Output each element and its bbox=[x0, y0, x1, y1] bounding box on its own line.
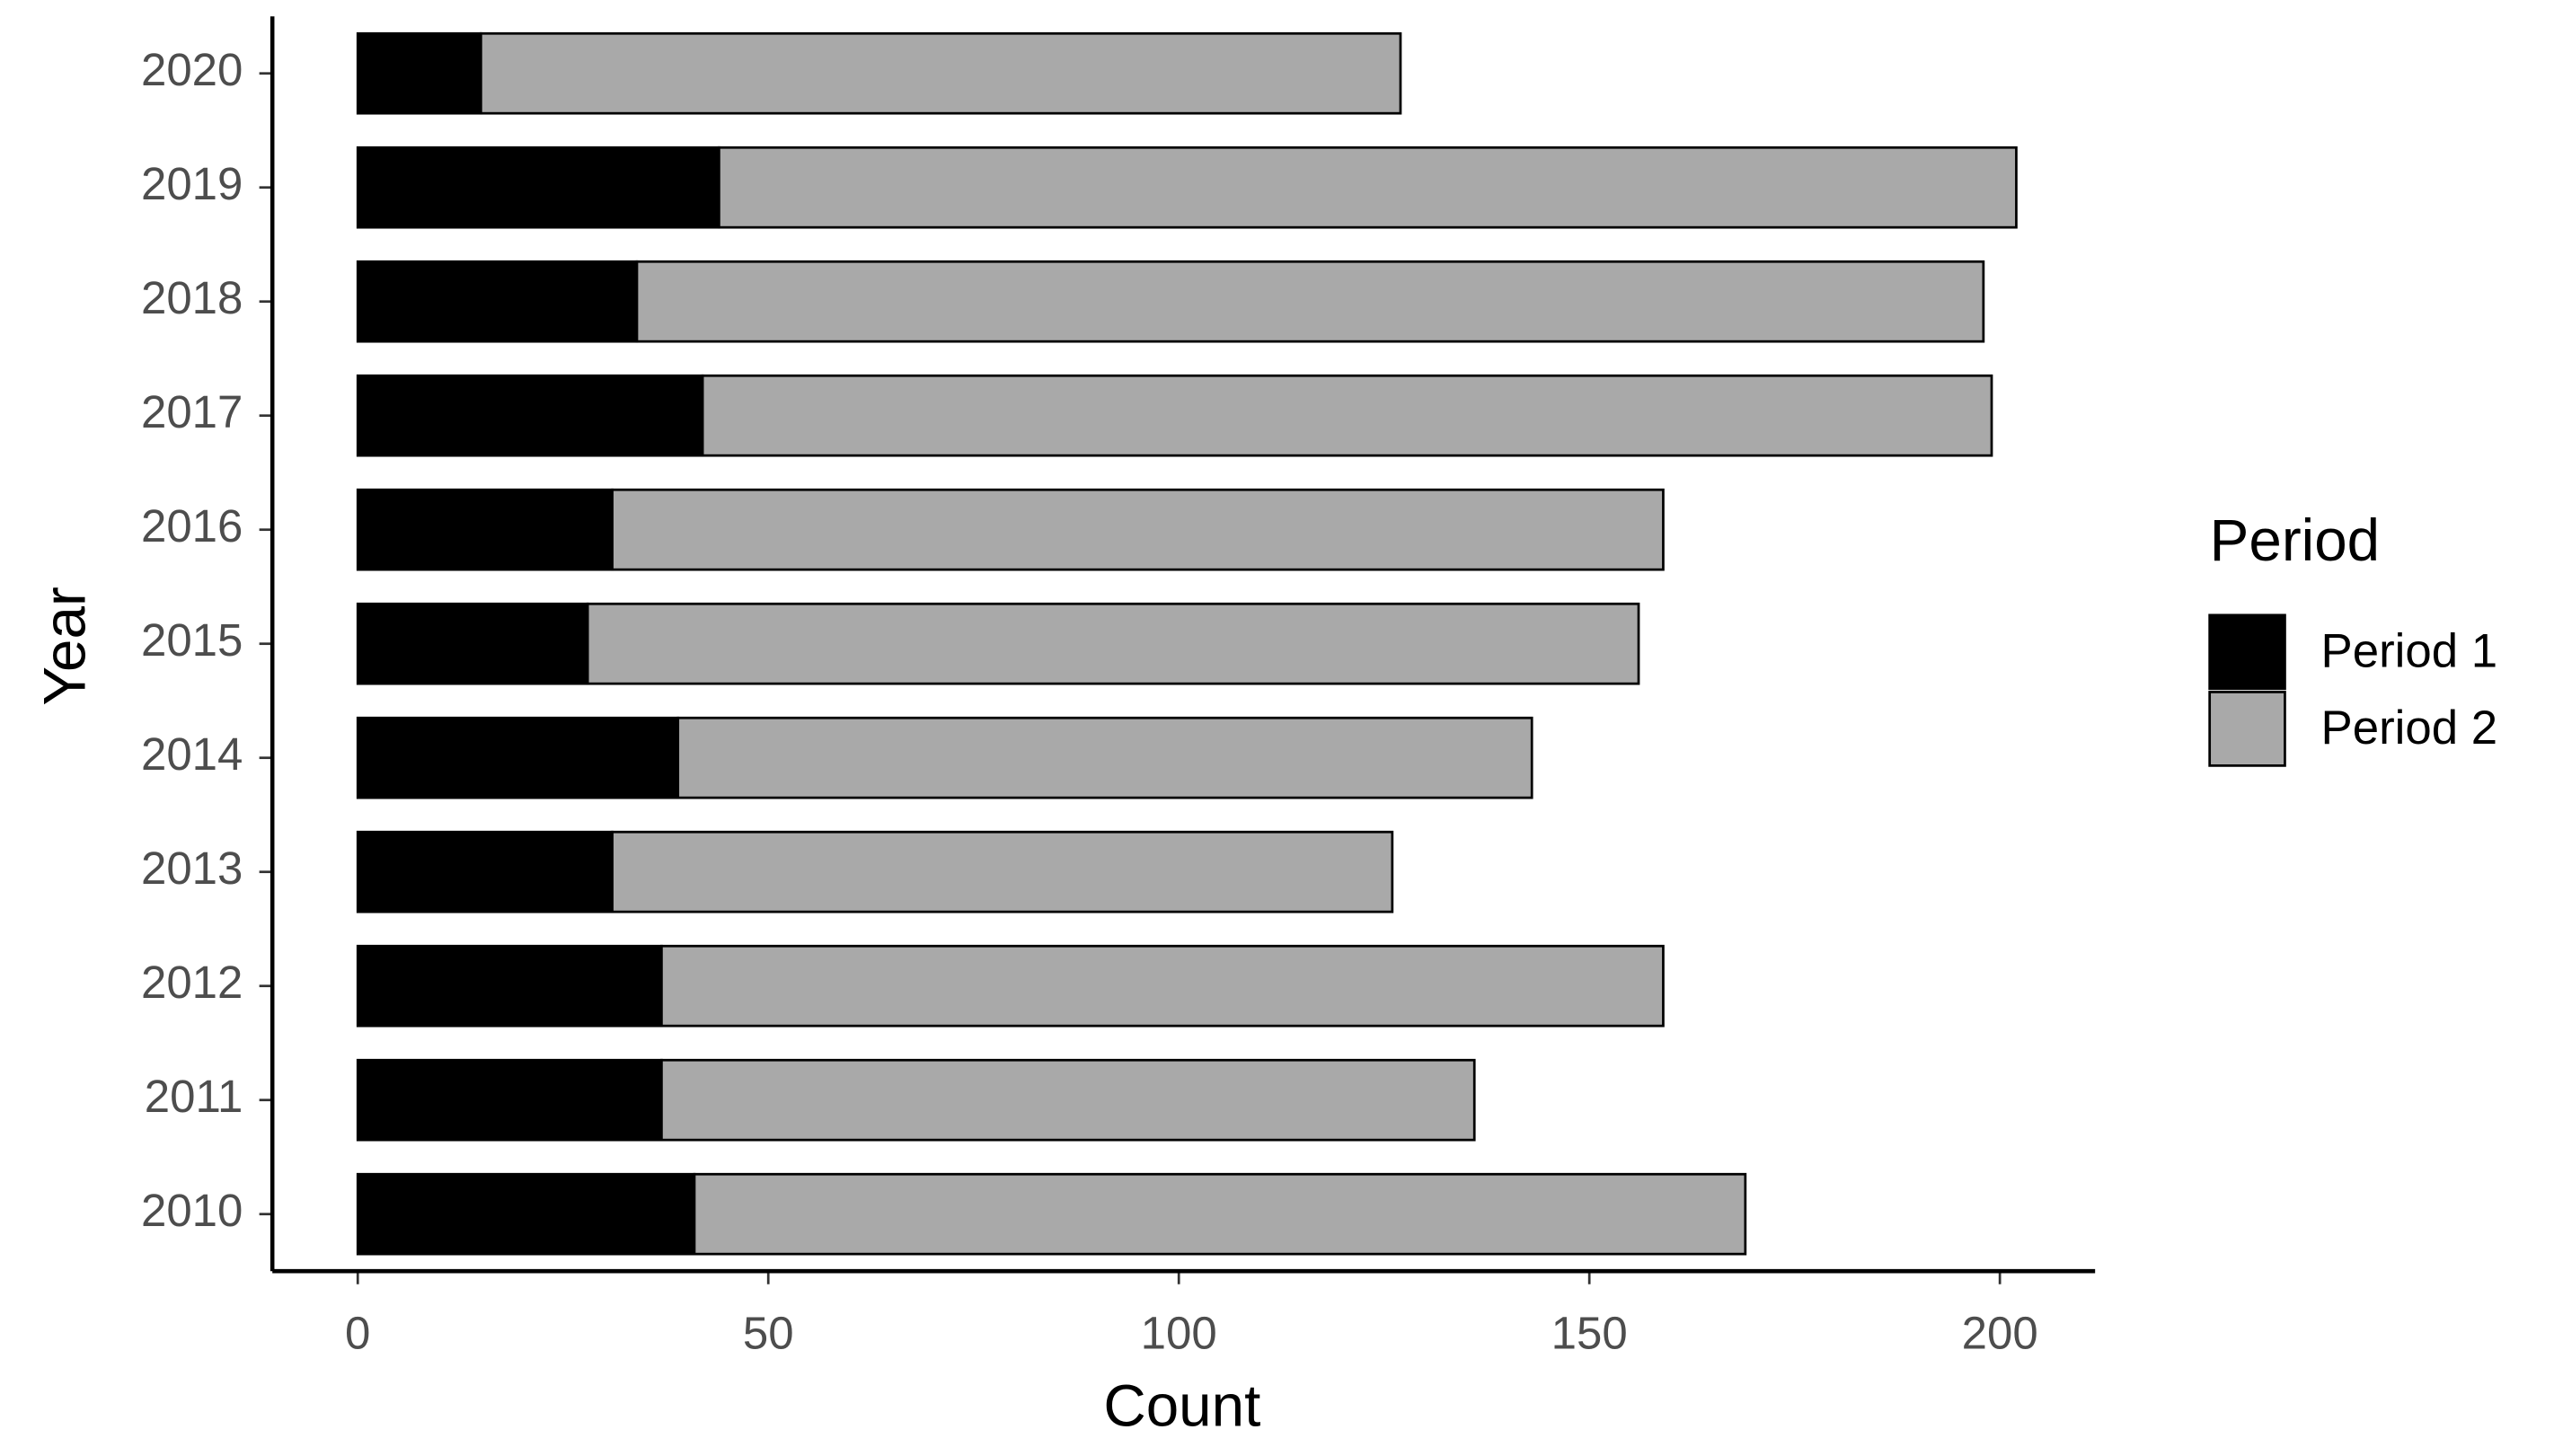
legend-title: Period bbox=[2210, 507, 2380, 573]
bar-segment bbox=[676, 716, 1533, 799]
bar-segment bbox=[356, 602, 589, 685]
x-tick-label: 50 bbox=[743, 1308, 794, 1359]
bar-segment bbox=[479, 31, 1402, 115]
y-tick-label: 2020 bbox=[141, 44, 243, 95]
bar-segment bbox=[611, 488, 1665, 571]
bar-segment bbox=[701, 374, 1993, 457]
bar-segment bbox=[356, 260, 639, 343]
y-tick-label: 2011 bbox=[145, 1071, 243, 1122]
bar-segment bbox=[356, 830, 614, 913]
x-axis-title: Count bbox=[1103, 1372, 1260, 1438]
bar-segment bbox=[356, 944, 663, 1028]
legend-key bbox=[2208, 613, 2286, 691]
y-tick-label: 2019 bbox=[141, 158, 243, 209]
bar-segment bbox=[660, 1058, 1476, 1142]
legend-label: Period 1 bbox=[2321, 624, 2498, 677]
bar-segment bbox=[660, 944, 1665, 1028]
bar-segment bbox=[356, 374, 704, 457]
x-tick-label: 150 bbox=[1551, 1308, 1628, 1359]
x-tick-label: 0 bbox=[345, 1308, 370, 1359]
bar-segment bbox=[356, 1058, 663, 1142]
bar-segment bbox=[356, 488, 614, 571]
x-tick-label: 100 bbox=[1141, 1308, 1217, 1359]
y-tick-label: 2016 bbox=[141, 500, 243, 552]
bar-segment bbox=[586, 602, 1640, 685]
bar-segment bbox=[635, 260, 1985, 343]
y-tick-label: 2014 bbox=[141, 728, 243, 780]
y-tick-label: 2017 bbox=[141, 386, 243, 437]
legend-key bbox=[2208, 691, 2286, 767]
bar-segment bbox=[356, 1172, 696, 1256]
bar-segment bbox=[611, 830, 1394, 913]
bar-segment bbox=[356, 716, 680, 799]
y-tick-label: 2012 bbox=[141, 957, 243, 1008]
bar-segment bbox=[718, 146, 2018, 229]
y-tick-label: 2010 bbox=[141, 1185, 243, 1236]
y-tick-label: 2013 bbox=[141, 843, 243, 894]
y-tick-label: 2018 bbox=[141, 272, 243, 323]
bar-segment bbox=[356, 31, 482, 115]
x-tick-label: 200 bbox=[1962, 1308, 2038, 1359]
bar-segment bbox=[356, 146, 720, 229]
y-axis-title: Year bbox=[32, 587, 98, 705]
y-tick-label: 2015 bbox=[141, 614, 243, 666]
bar-segment bbox=[693, 1172, 1747, 1256]
legend-label: Period 2 bbox=[2321, 702, 2498, 754]
